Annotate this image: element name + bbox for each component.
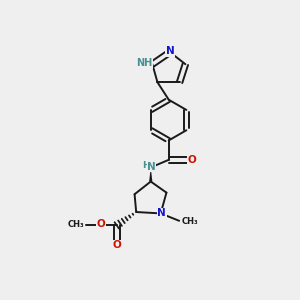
Text: CH₃: CH₃ — [67, 220, 84, 230]
Text: N: N — [158, 208, 166, 218]
Text: O: O — [112, 240, 121, 250]
Text: NH: NH — [136, 58, 152, 68]
Text: CH₃: CH₃ — [182, 217, 198, 226]
Polygon shape — [149, 167, 152, 182]
Text: O: O — [188, 155, 196, 165]
Text: O: O — [96, 219, 105, 229]
Text: N: N — [147, 161, 156, 172]
Text: H: H — [142, 160, 150, 169]
Text: N: N — [166, 46, 174, 56]
